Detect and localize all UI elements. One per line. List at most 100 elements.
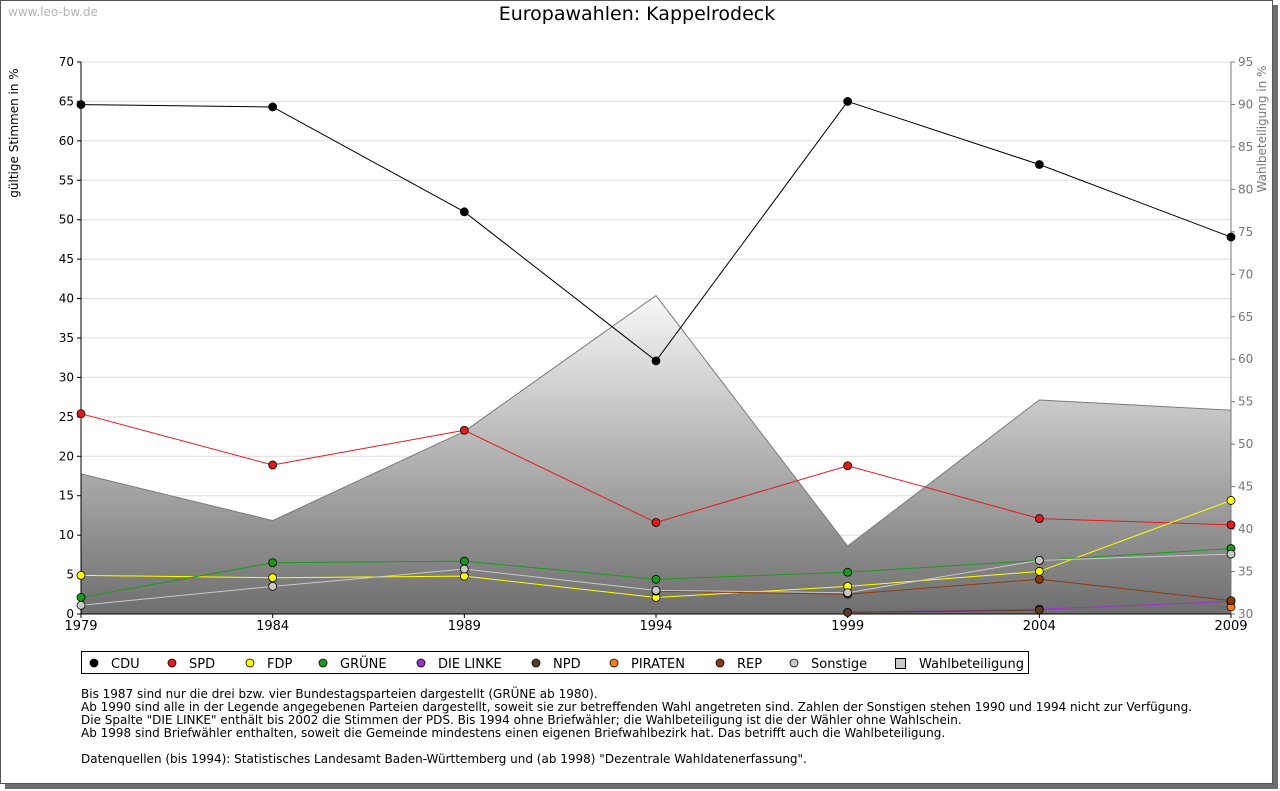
x-tick-label: 2009 [1214, 619, 1247, 634]
y2-tick-label: 90 [1238, 97, 1253, 111]
data-point [76, 600, 86, 610]
footnote-line: Ab 1990 sind alle in der Legende angegeb… [81, 700, 1193, 714]
y-tick-label: 45 [59, 252, 74, 266]
y-tick-label: 0 [66, 607, 74, 621]
legend-marker [89, 658, 99, 668]
data-point [459, 207, 469, 217]
data-point [1226, 520, 1236, 530]
y-tick-label: 65 [59, 94, 74, 108]
data-point [651, 518, 661, 527]
y2-tick-label: 65 [1238, 310, 1253, 324]
y2-tick-label: 35 [1238, 565, 1253, 579]
legend-label: REP [737, 657, 762, 672]
data-point [1034, 555, 1044, 565]
data-point [1034, 605, 1044, 615]
data-point [1226, 596, 1236, 605]
axes: 0 5 10 15 20 25 30 35 40 45 50 55 60 65 70 30 35 40 45 50 55… [59, 55, 1254, 634]
data-point [1226, 232, 1236, 242]
footnote-line: Ab 1998 sind Briefwähler enthalten, sowe… [81, 726, 946, 740]
data-point [843, 588, 853, 598]
data-point [1034, 160, 1044, 169]
footnotes: Bis 1987 sind nur die drei bzw. vier Bun… [81, 688, 1192, 766]
legend-marker [167, 658, 177, 668]
y-tick-label: 10 [59, 528, 74, 542]
y2-tick-label: 30 [1238, 607, 1253, 621]
y-tick-label: 55 [59, 173, 74, 187]
data-point [1226, 496, 1236, 505]
y2-tick-label: 50 [1238, 437, 1253, 451]
legend-marker [531, 658, 541, 668]
footnote-line: Die Spalte "DIE LINKE" enthält bis 2002 … [81, 713, 962, 727]
y-tick-label: 60 [59, 134, 74, 148]
data-point [459, 564, 469, 574]
y-tick-label: 30 [59, 370, 74, 384]
series-line [655, 578, 1232, 602]
data-point [651, 574, 661, 584]
y2-tick-label: 55 [1238, 395, 1253, 409]
y-tick-label: 70 [59, 55, 74, 69]
data-point [268, 460, 278, 470]
legend-label: PIRATEN [631, 657, 685, 672]
data-point [76, 100, 86, 109]
x-tick-label: 1984 [256, 619, 289, 634]
y2-tick-label: 70 [1238, 267, 1253, 281]
y-tick-label: 50 [59, 213, 74, 227]
y-tick-label: 40 [59, 292, 74, 306]
data-point [651, 585, 661, 595]
data-point [843, 608, 853, 617]
data-point [459, 556, 469, 566]
data-point [76, 570, 86, 580]
data-point [1034, 514, 1044, 523]
legend-label: Sonstige [811, 657, 867, 672]
data-point [76, 409, 86, 419]
legend-marker [318, 658, 328, 668]
y2-axis-label: Wahlbeteiligung in % [1255, 66, 1269, 193]
legend-marker [245, 658, 255, 668]
data-point [843, 567, 853, 577]
y2-tick-label: 85 [1238, 140, 1253, 154]
y-tick-label: 5 [66, 568, 74, 582]
x-tick-label: 2004 [1023, 619, 1056, 634]
legend-marker [609, 658, 619, 668]
legend-label: DIE LINKE [438, 657, 502, 672]
x-tick-label: 1994 [639, 619, 672, 634]
y2-tick-label: 75 [1238, 225, 1253, 239]
legend-area-marker [895, 658, 906, 669]
y2-tick-label: 40 [1238, 522, 1253, 536]
legend-marker [789, 658, 799, 668]
legend-label: NPD [553, 657, 581, 672]
y-tick-label: 15 [59, 489, 74, 503]
x-tick-label: 1999 [831, 619, 864, 634]
footnote-line: Bis 1987 sind nur die drei bzw. vier Bun… [81, 687, 598, 701]
data-point [843, 461, 853, 471]
legend-label: GRÜNE [340, 655, 387, 672]
data-point [268, 582, 278, 591]
data-point [459, 425, 469, 435]
data-point [268, 558, 278, 568]
y2-tick-label: 60 [1238, 352, 1253, 366]
legend-label: Wahlbeteiligung [919, 657, 1024, 672]
y2-tick-label: 80 [1238, 182, 1253, 196]
data-point [1034, 567, 1044, 576]
data-point [843, 97, 853, 106]
data-point [651, 356, 661, 366]
watermark: www.leo-bw.de [8, 5, 98, 19]
y-tick-label: 20 [59, 449, 74, 463]
legend: CDU SPD FDP GRÜNE DIE LINKE NPD PIRATEN REP Sons… [81, 651, 1029, 674]
legend-label: SPD [189, 657, 215, 672]
legend-box [81, 651, 1029, 674]
x-tick-label: 1989 [448, 619, 481, 634]
y-axis-label: gültige Stimmen in % [7, 68, 21, 197]
data-point [268, 573, 278, 583]
chart-title: Europawahlen: Kappelrodeck [498, 3, 776, 25]
x-tick-label: 1979 [64, 619, 97, 634]
legend-label: CDU [111, 657, 140, 672]
data-point [76, 593, 86, 602]
y2-tick-label: 45 [1238, 480, 1253, 494]
footnote-line: Datenquellen (bis 1994): Statistisches L… [81, 752, 807, 766]
legend-marker [416, 658, 426, 668]
series-group [76, 97, 1236, 617]
legend-marker [715, 658, 725, 668]
